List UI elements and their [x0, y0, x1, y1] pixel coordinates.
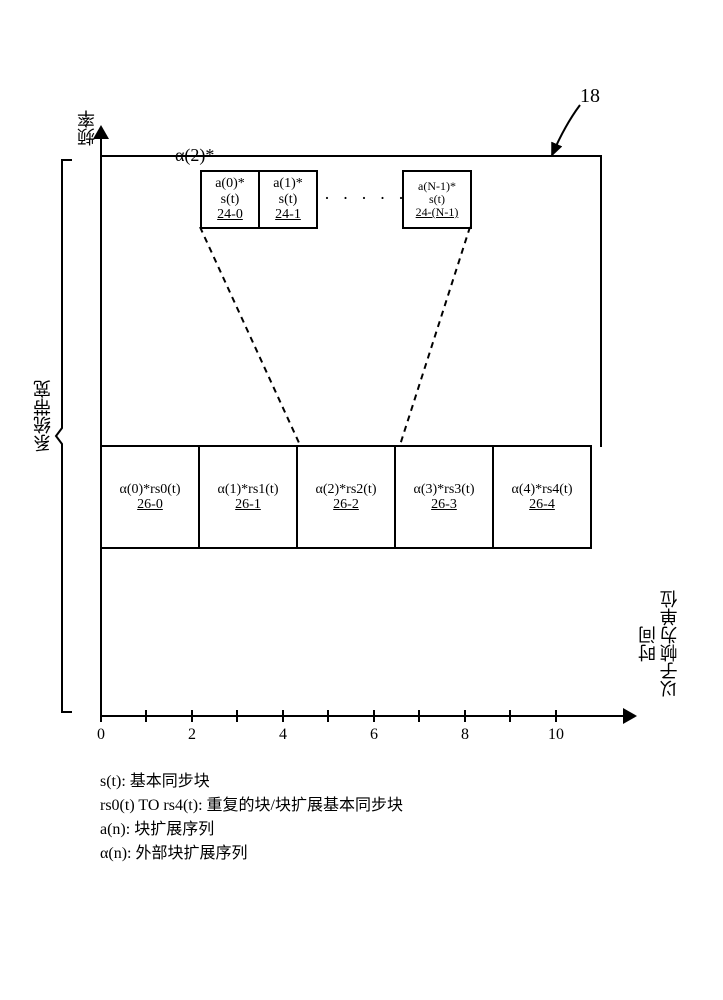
x-tick: [145, 710, 147, 722]
x-tick-label: 4: [268, 726, 298, 744]
x-tick: [509, 710, 511, 722]
legend-line: rs0(t) TO rs4(t): 重复的块/块扩展基本同步块: [100, 794, 403, 818]
x-tick: [464, 710, 466, 722]
x-tick: [373, 710, 375, 722]
top-box-24-n-1: a(N-1)* s(t) 24-(N-1): [402, 170, 472, 229]
top-box-id: 24-(N-1): [416, 206, 459, 219]
x-tick-label: 0: [86, 726, 116, 744]
x-tick-label: 10: [541, 726, 571, 744]
bottom-box-id: 26-3: [431, 497, 457, 512]
top-box-id: 24-1: [275, 207, 301, 222]
x-axis-label-line2: 以子帧为单位: [660, 590, 680, 698]
y-axis-label: 频率: [74, 110, 100, 146]
top-box-line: s(t): [279, 192, 298, 207]
x-tick-label: 6: [359, 726, 389, 744]
system-bandwidth-bracket-icon: [54, 158, 74, 714]
system-bandwidth-label: 系统带宽: [30, 380, 56, 452]
top-box-id: 24-0: [217, 207, 243, 222]
x-axis-line: [100, 715, 625, 717]
top-box-line: a(0)*: [215, 176, 245, 191]
x-tick: [555, 710, 557, 722]
bottom-box-id: 26-2: [333, 497, 359, 512]
legend-line: α(n): 外部块扩展序列: [100, 842, 403, 866]
x-axis-arrowhead-icon: [623, 708, 637, 724]
x-tick: [327, 710, 329, 722]
legend-line: s(t): 基本同步块: [100, 770, 403, 794]
diagram-root: { "layout": { "width_px": 723, "height_p…: [0, 0, 723, 1000]
x-tick-label: 8: [450, 726, 480, 744]
x-tick-label: 2: [177, 726, 207, 744]
bottom-box-26-2: α(2)*rs2(t) 26-2: [296, 445, 396, 549]
bottom-box-26-1: α(1)*rs1(t) 26-1: [198, 445, 298, 549]
top-box-24-0: a(0)* s(t) 24-0: [200, 170, 260, 229]
y-axis-line: [100, 135, 102, 715]
x-tick: [282, 710, 284, 722]
bottom-box-line: α(2)*rs2(t): [316, 482, 377, 497]
bottom-box-line: α(1)*rs1(t): [218, 482, 279, 497]
top-box-line: s(t): [221, 192, 240, 207]
bottom-box-id: 26-1: [235, 497, 261, 512]
alpha2-multiplier-label: α(2)*: [175, 145, 214, 166]
top-box-line: a(1)*: [273, 176, 303, 191]
bottom-box-26-0: α(0)*rs0(t) 26-0: [100, 445, 200, 549]
bottom-box-line: α(0)*rs0(t): [120, 482, 181, 497]
top-box-24-1: a(1)* s(t) 24-1: [258, 170, 318, 229]
top-box-line: a(N-1)*: [418, 180, 456, 193]
bottom-box-line: α(4)*rs4(t): [512, 482, 573, 497]
x-tick: [418, 710, 420, 722]
x-tick: [100, 710, 102, 722]
bottom-box-id: 26-4: [529, 497, 555, 512]
bottom-box-id: 26-0: [137, 497, 163, 512]
x-axis-label: 时间 以子帧为单位: [638, 590, 681, 698]
x-tick: [236, 710, 238, 722]
bottom-box-26-4: α(4)*rs4(t) 26-4: [492, 445, 592, 549]
bottom-box-line: α(3)*rs3(t): [414, 482, 475, 497]
legend-line: a(n): 块扩展序列: [100, 818, 403, 842]
top-box-ellipsis: · · · · ·: [324, 188, 408, 209]
bottom-box-26-3: α(3)*rs3(t) 26-3: [394, 445, 494, 549]
x-tick: [191, 710, 193, 722]
legend: s(t): 基本同步块 rs0(t) TO rs4(t): 重复的块/块扩展基本…: [100, 770, 403, 866]
x-axis-label-line1: 时间: [638, 626, 658, 662]
